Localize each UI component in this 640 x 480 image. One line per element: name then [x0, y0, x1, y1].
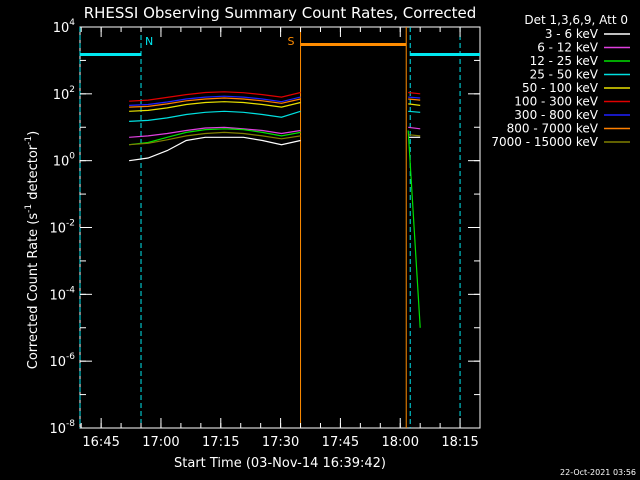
legend-label: 100 - 300 keV [514, 95, 598, 109]
flag-label-S: S [288, 35, 295, 48]
y-tick-label: 104 [53, 18, 76, 36]
series-line-1 [129, 126, 301, 138]
x-tick-label: 18:15 [441, 435, 478, 450]
y-tick-base: 10 [49, 355, 66, 370]
x-tick-label: 16:45 [82, 435, 119, 450]
y-tick-base: 10 [53, 21, 70, 36]
series-line-5 [408, 91, 421, 95]
x-tick-label: 18:00 [382, 435, 419, 450]
y-axis-label-sup2: -1 [24, 136, 34, 145]
y-axis-label-sup1: -1 [24, 204, 34, 213]
series-line-5 [129, 91, 301, 102]
y-tick-base: 10 [49, 288, 66, 303]
series-line-8 [129, 131, 301, 146]
y-tick-exponent: 2 [69, 85, 75, 95]
legend-title: Det 1,3,6,9, Att 0 [524, 13, 628, 27]
y-tick-exponent: 0 [69, 152, 75, 162]
series-line-3 [129, 110, 301, 122]
series-line-6 [129, 95, 301, 106]
y-tick-base: 10 [53, 88, 70, 103]
legend-label: 50 - 100 keV [522, 81, 599, 95]
x-tick-label: 17:30 [262, 435, 299, 450]
series-line-4 [129, 101, 301, 112]
x-axis: 16:45 17:00 17:15 17:30 17:45 18:00 18:15 [80, 27, 481, 450]
legend-label: 6 - 12 keV [537, 41, 599, 55]
legend-label: 300 - 800 keV [514, 108, 598, 122]
series-line-2 [129, 128, 301, 146]
series-line-3 [408, 110, 421, 113]
y-tick-exponent: -2 [66, 219, 75, 229]
y-tick-label: 10-2 [49, 219, 75, 237]
y-tick-base: 10 [53, 155, 70, 170]
y-tick-label: 10-6 [49, 352, 75, 370]
x-tick-label: 17:00 [142, 435, 179, 450]
y-tick-exponent: -6 [66, 352, 75, 362]
plot-border [79, 26, 481, 429]
x-axis-label: Start Time (03-Nov-14 16:39:42) [174, 456, 386, 471]
y-tick-base: 10 [49, 422, 66, 437]
legend-label: 3 - 6 keV [545, 27, 599, 41]
series-line-0 [129, 136, 301, 162]
timestamp: 22-Oct-2021 03:56 [560, 468, 636, 477]
x-tick-label: 17:45 [322, 435, 359, 450]
series-line-6 [408, 96, 421, 99]
series-line-7 [129, 97, 301, 108]
series-line-2 [407, 130, 421, 328]
series-line-4 [408, 103, 421, 106]
chart-title: RHESSI Observing Summary Count Rates, Co… [84, 4, 477, 22]
y-tick-label: 10-8 [49, 419, 75, 437]
legend-label: 12 - 25 keV [530, 54, 599, 68]
y-axis-label: Corrected Count Rate (s-1 detector-1) [24, 131, 41, 369]
y-axis-label-part2: detector [26, 144, 41, 204]
legend-label: 7000 - 15000 keV [491, 135, 598, 149]
y-tick-label: 100 [53, 152, 76, 170]
y-axis-label-part3: ) [26, 131, 41, 136]
series-layer [129, 91, 421, 328]
y-tick-exponent: -8 [66, 419, 75, 429]
series-line-1 [408, 126, 421, 130]
x-tick-label: 17:15 [202, 435, 239, 450]
legend-label: 800 - 7000 keV [507, 122, 599, 136]
flag-label-N: N [145, 35, 153, 48]
y-tick-exponent: 4 [69, 18, 75, 28]
y-tick-base: 10 [49, 222, 66, 237]
y-tick-label: 102 [53, 85, 75, 103]
legend-label: 25 - 50 keV [530, 68, 599, 82]
plot-frame [79, 26, 481, 429]
series-line-7 [408, 98, 421, 101]
y-axis-label-part1: Corrected Count Rate (s [26, 213, 41, 370]
y-tick-exponent: -4 [66, 285, 75, 295]
series-line-8 [408, 134, 421, 137]
y-tick-label: 10-4 [49, 285, 75, 303]
